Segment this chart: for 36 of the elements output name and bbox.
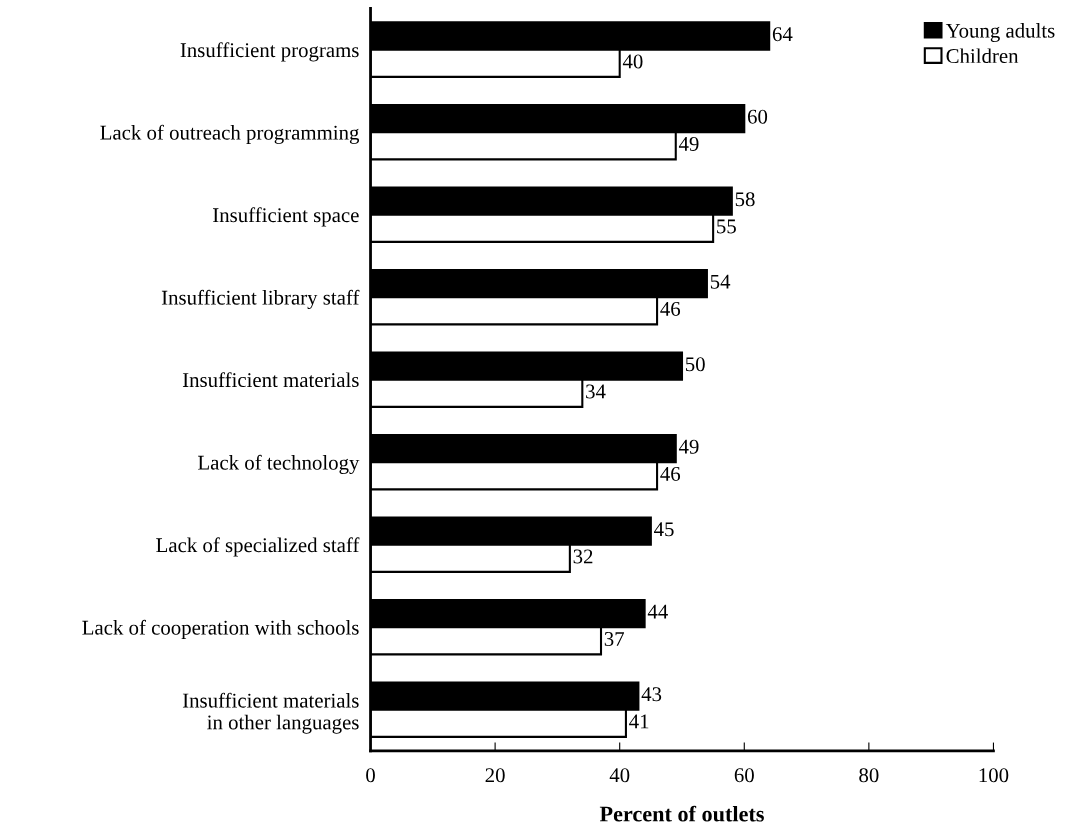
y-tick-label: Insufficient library staff	[161, 289, 360, 309]
data-label: 41	[629, 714, 649, 729]
y-tick-label: Lack of cooperation with schools	[82, 619, 359, 639]
data-label: 58	[735, 192, 755, 207]
data-label: 34	[586, 384, 606, 399]
legend-label: Children	[946, 48, 1019, 64]
x-tick-label: 40	[609, 768, 630, 783]
data-label: 50	[685, 357, 705, 372]
data-label: 43	[641, 687, 662, 702]
y-tick-label: Lack of specialized staff	[156, 537, 360, 557]
data-label: 44	[647, 604, 668, 619]
legend-label: Young adults	[945, 23, 1055, 43]
data-label: 46	[660, 301, 681, 316]
data-label: 64	[772, 27, 793, 42]
x-axis-title: Percent of outlets	[599, 805, 764, 822]
data-label: 32	[573, 549, 593, 564]
data-label: 49	[678, 136, 699, 151]
data-label: 40	[622, 54, 643, 69]
y-tick-label: Insufficient materials in other languages	[182, 692, 359, 734]
y-tick-label: Insufficient materials	[182, 372, 359, 388]
x-tick-label: 20	[485, 768, 505, 783]
y-tick-label: Insufficient space	[213, 207, 359, 227]
data-label: 60	[747, 109, 768, 124]
y-tick-label: Lack of outreach programming	[100, 124, 360, 144]
x-tick-label: 100	[979, 768, 1009, 783]
data-label: 49	[678, 439, 699, 454]
data-label: 55	[717, 219, 736, 234]
data-label: 37	[604, 631, 625, 646]
data-label: 54	[710, 274, 731, 289]
data-label: 45	[654, 522, 674, 537]
y-tick-label: Insufficient programs	[180, 42, 359, 62]
x-tick-label: 60	[734, 768, 754, 783]
data-label: 46	[660, 466, 681, 481]
x-tick-label: 0	[366, 768, 375, 783]
y-tick-label: Lack of technology	[198, 454, 360, 474]
x-tick-label: 80	[859, 768, 879, 783]
